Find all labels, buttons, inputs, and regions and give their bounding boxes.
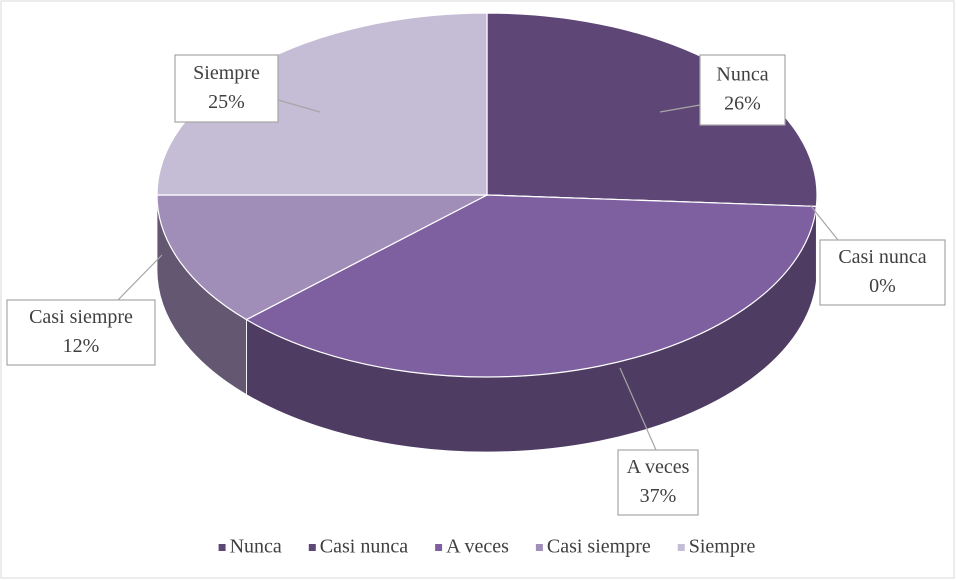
leader-line [277, 99, 321, 113]
data-label-value: 37% [640, 485, 677, 507]
legend-marker [435, 544, 443, 551]
data-label-value: 26% [724, 93, 761, 115]
legend-label: A veces [446, 536, 509, 558]
legend-label: Casi siempre [547, 536, 651, 558]
data-label-box [174, 54, 279, 123]
leader-line [809, 204, 839, 241]
data-label-name: Casi siempre [29, 306, 133, 328]
legend-marker [308, 544, 316, 551]
data-label-box [699, 54, 786, 126]
data-label-box [617, 449, 699, 516]
legend-label: Casi nunca [320, 536, 408, 558]
legend-marker [677, 544, 685, 551]
legend: Nunca Casi nunca A veces Casi siempre Siempr… [218, 536, 756, 558]
legend-label: Nunca [230, 536, 282, 558]
leader-line [619, 367, 657, 451]
data-label-box [6, 299, 156, 366]
data-label-name: A veces [627, 456, 690, 478]
leader-line [117, 254, 163, 301]
leader-lines [117, 99, 839, 451]
data-label-value: 25% [208, 91, 245, 113]
legend-marker [218, 544, 226, 551]
slice [245, 194, 818, 378]
data-label-value: 12% [63, 335, 100, 357]
pie [156, 12, 818, 453]
legend-marker [535, 544, 543, 551]
data-label-name: Nunca [716, 64, 768, 86]
data-label-box [819, 239, 946, 306]
legend-label: Siempre [689, 536, 756, 558]
data-label-value: 0% [869, 275, 896, 297]
data-labels: Nunca 26% Casi nunca 0% A veces 37% Casi siemp… [6, 54, 946, 516]
leader-line [659, 104, 701, 113]
slice [156, 194, 488, 321]
data-label-name: Siempre [193, 62, 260, 84]
data-label-name: Casi nunca [838, 246, 926, 268]
